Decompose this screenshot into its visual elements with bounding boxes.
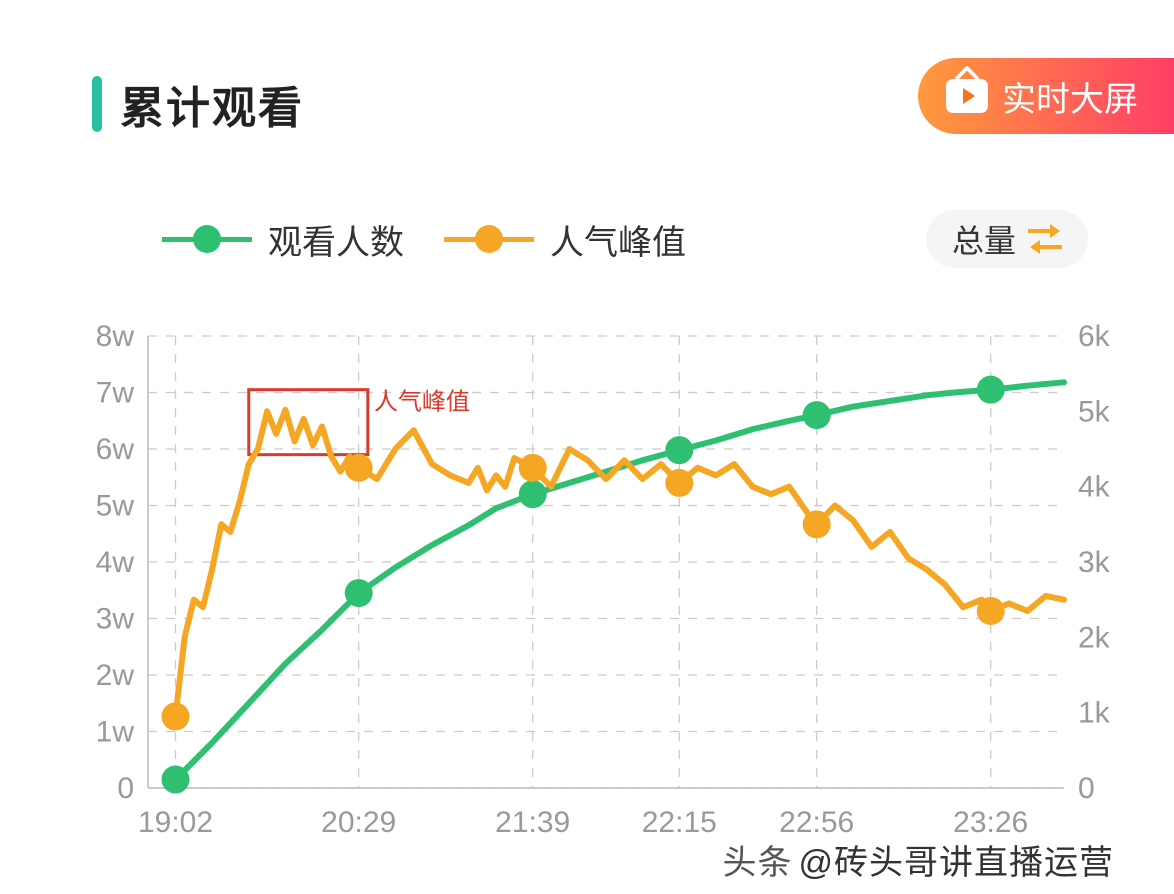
legend-label: 观看人数 [268,215,404,264]
realtime-button-label: 实时大屏 [1002,72,1138,121]
svg-text:2w: 2w [96,659,135,692]
chart-svg: 0 1w 2w 3w 4w 5w 6w 7w 8w 0 1k 2k 3k 4k 5k 6k 19:02 20:29… [70,310,1130,870]
svg-text:5w: 5w [96,490,135,523]
svg-text:6w: 6w [96,433,135,466]
svg-text:1w: 1w [96,716,135,749]
watermark-text: @砖头哥讲直播运营 [798,835,1114,884]
svg-text:3w: 3w [96,603,135,636]
cumulative-views-chart: 0 1w 2w 3w 4w 5w 6w 7w 8w 0 1k 2k 3k 4k 5k 6k 19:02 20:29… [70,310,1130,870]
legend-item-popularity[interactable]: 人气峰值 [444,215,686,264]
swap-icon [1028,225,1062,253]
legend-marker [444,225,534,253]
watermark: 头条 @砖头哥讲直播运营 [722,835,1114,884]
svg-text:1k: 1k [1078,697,1111,730]
svg-text:0: 0 [117,772,134,805]
title-accent-bar [92,76,102,132]
svg-text:人气峰值: 人气峰值 [374,389,470,416]
svg-text:22:15: 22:15 [642,806,717,839]
svg-text:0: 0 [1078,772,1095,805]
svg-text:8w: 8w [96,320,135,353]
tv-icon [946,79,988,113]
legend-marker [162,225,252,253]
watermark-prefix: 头条 [722,835,792,884]
svg-text:3k: 3k [1078,546,1111,579]
svg-text:21:39: 21:39 [495,806,570,839]
total-toggle-button[interactable]: 总量 [926,210,1088,268]
total-label: 总量 [952,216,1016,262]
svg-text:20:29: 20:29 [321,806,396,839]
svg-text:5k: 5k [1078,395,1111,428]
legend-item-viewers[interactable]: 观看人数 [162,215,404,264]
svg-text:4k: 4k [1078,471,1111,504]
svg-text:19:02: 19:02 [138,806,213,839]
realtime-dashboard-button[interactable]: 实时大屏 [918,58,1174,134]
svg-text:4w: 4w [96,546,135,579]
legend: 观看人数 人气峰值 [162,215,714,264]
page-title: 累计观看 [120,72,304,136]
svg-text:6k: 6k [1078,320,1111,353]
svg-text:2k: 2k [1078,621,1111,654]
legend-label: 人气峰值 [550,215,686,264]
svg-text:7w: 7w [96,377,135,410]
